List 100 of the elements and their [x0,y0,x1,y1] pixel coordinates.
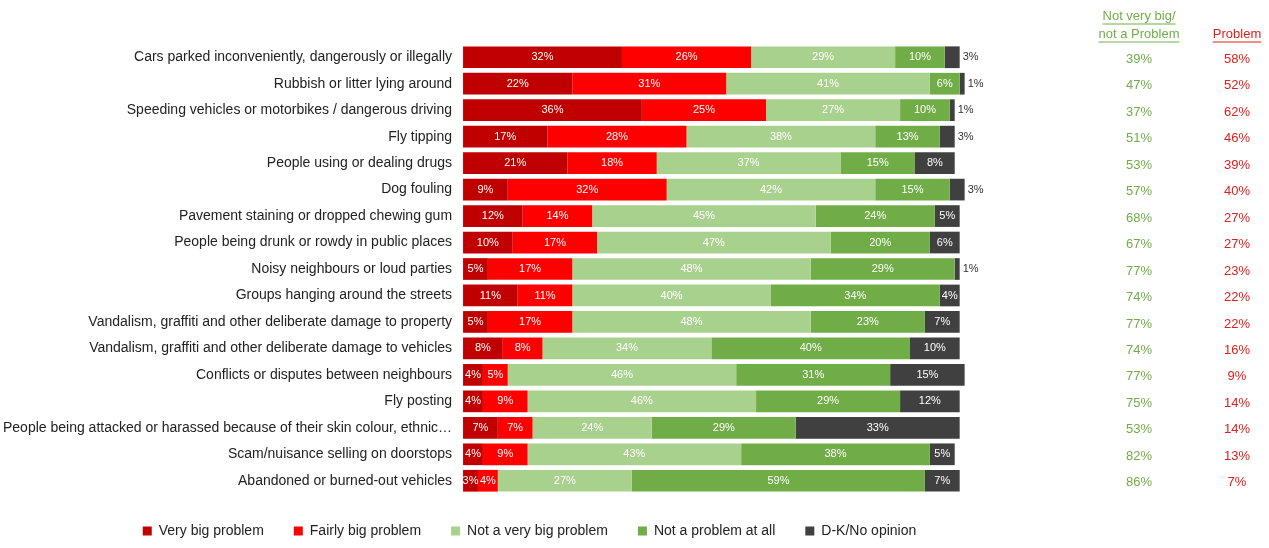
data-label: 3% [462,473,479,486]
legend-label: D-K/No opinion [821,521,917,538]
data-label: 3% [962,50,979,63]
data-label: 26% [675,50,698,63]
bar [810,258,955,280]
data-label: 5% [939,209,956,222]
data-label: 17% [519,262,542,275]
bar [815,205,935,227]
bar [666,178,876,201]
data-label: 34% [844,288,867,301]
text: Not very big/ not a Problem [1098,7,1180,41]
text: 39% [1125,50,1153,66]
text: 77% [1125,262,1153,278]
data-label: 5% [467,262,484,275]
bar [572,311,811,333]
text: 37% [1125,103,1153,119]
bar [463,46,622,69]
data-label: 25% [692,103,716,116]
text: Problem [1212,25,1262,41]
data-label: 32% [576,182,599,195]
data-label: 10% [913,103,937,116]
data-label: 31% [638,76,661,89]
data-label: 33% [866,420,889,433]
text: 58% [1223,50,1251,66]
data-label: 34% [615,341,639,354]
data-label: 48% [680,314,703,327]
data-label: 27% [822,103,845,116]
bar [527,443,742,466]
text: 47% [1125,77,1153,93]
bar [949,99,955,122]
bar [656,152,841,174]
data-label: 21% [504,156,527,169]
bar [463,99,642,122]
bar [532,416,652,439]
bar [487,258,573,280]
bar [497,416,533,439]
bar [900,99,950,122]
data-label: 9% [497,447,514,460]
text: 67% [1125,236,1153,252]
y-tick-label: Vandalism, graffiti and other deliberate damage to property [88,312,453,329]
data-label: 38% [824,447,847,460]
bar [944,46,960,69]
data-label: 41% [817,76,840,89]
text: 62% [1223,103,1251,119]
y-tick-label: Conflicts or disputes between neighbours [196,365,453,382]
data-label: 11% [479,288,502,301]
bar [463,125,548,148]
bar [621,46,752,69]
bar [895,46,945,69]
text: 22% [1223,289,1251,305]
data-label: 4% [941,288,958,301]
data-label: 9% [497,394,514,407]
data-label: 17% [519,314,542,327]
text: 68% [1125,209,1153,225]
y-tick-label: Groups hanging around the streets [235,286,453,303]
data-label: 3% [967,182,984,195]
data-label: 29% [712,420,735,433]
text: 14% [1223,421,1251,437]
data-label: 40% [660,288,683,301]
data-label: 47% [702,235,726,248]
bar [959,72,965,95]
y-tick-label: Pavement staining or dropped chewing gum [178,206,453,223]
data-label: 36% [541,103,564,116]
data-label: 8% [514,341,531,354]
bar [736,364,891,386]
text: 27% [1223,236,1251,252]
y-tick-label: People being attacked or harassed because of their skin colour, ethnic… [2,418,453,435]
y-tick-label: Scam/nuisance selling on doorstops [227,445,453,462]
text: 75% [1125,394,1153,410]
data-label: 31% [802,367,825,380]
text: 13% [1223,447,1251,463]
data-label: 23% [856,314,880,327]
data-label: 15% [866,156,889,169]
bar [597,231,831,254]
data-label: 5% [487,367,504,380]
text: 53% [1125,421,1153,437]
data-label: 28% [605,129,629,142]
bar [592,205,816,227]
legend-label: Very big problem [158,521,264,538]
y-tick-label: Dog fouling [381,180,453,197]
data-label: 4% [465,447,482,460]
data-label: 24% [864,209,887,222]
data-label: 9% [477,182,494,195]
bar [542,337,712,360]
data-label: 29% [871,262,894,275]
data-label: 7% [934,314,951,327]
text: 7% [1227,474,1247,490]
text: 23% [1223,262,1251,278]
data-label: 1% [967,76,984,89]
bar [547,125,687,148]
bar [567,152,657,174]
bar [939,125,955,148]
data-label: 20% [869,235,892,248]
text: 53% [1125,156,1153,172]
bar [949,178,965,201]
bar [631,469,925,492]
bar [507,364,737,386]
y-tick-label: People using or dealing drugs [266,153,453,170]
bar [463,152,568,174]
data-label: 7% [472,420,489,433]
